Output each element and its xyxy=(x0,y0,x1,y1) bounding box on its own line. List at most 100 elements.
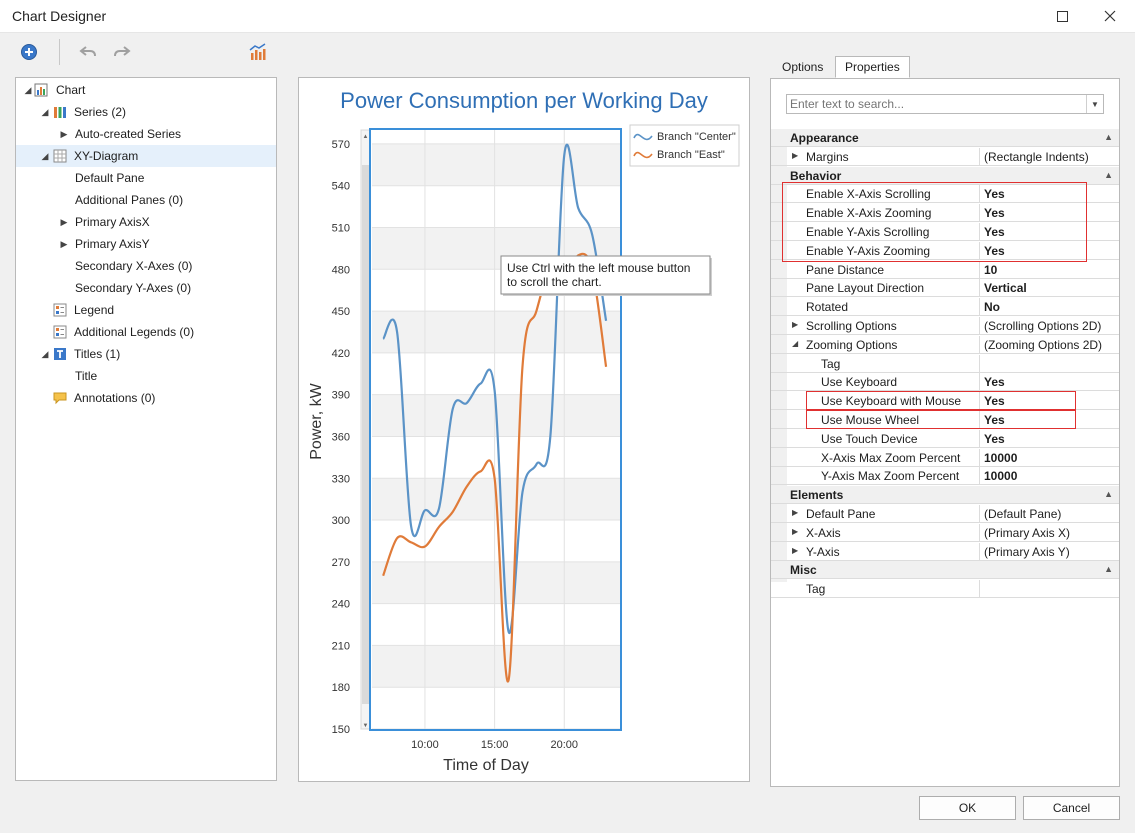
undo-button[interactable] xyxy=(76,41,100,63)
property-value[interactable]: 10000 xyxy=(984,469,1018,484)
chart-preview[interactable]: Power Consumption per Working Day 150 180 2… xyxy=(298,77,750,782)
expand-arrow-icon[interactable]: ▶ xyxy=(60,216,68,227)
property-row[interactable]: Rotated No xyxy=(771,298,1119,317)
chart-canvas[interactable]: Power Consumption per Working Day 150 180 2… xyxy=(299,78,749,781)
expand-arrow-icon[interactable]: ▶ xyxy=(792,320,799,329)
expand-arrow-icon[interactable]: ▶ xyxy=(792,508,799,517)
cancel-button[interactable]: Cancel xyxy=(1023,796,1120,820)
property-row[interactable]: ▶ Margins (Rectangle Indents) xyxy=(771,147,1119,166)
collapse-arrow-icon[interactable]: ◢ xyxy=(792,338,799,348)
tree-item[interactable]: Legend xyxy=(16,299,276,321)
tree-item[interactable]: ◢ XY-Diagram xyxy=(16,145,276,167)
property-name: Tag xyxy=(806,582,826,597)
tree-item[interactable]: Secondary X-Axes (0) xyxy=(16,255,276,277)
property-row[interactable]: ◢ Zooming Options (Zooming Options 2D) xyxy=(771,335,1119,354)
property-category[interactable]: Behavior ▲ xyxy=(771,166,1119,185)
collapse-arrow-icon[interactable]: ◢ xyxy=(41,150,49,161)
property-value[interactable]: (Rectangle Indents) xyxy=(984,149,1089,164)
tab-options[interactable]: Options xyxy=(782,60,824,74)
maximize-button[interactable] xyxy=(1039,0,1085,32)
property-value[interactable]: 10000 xyxy=(984,450,1018,465)
property-row[interactable]: Use Touch Device Yes xyxy=(771,429,1119,448)
tree-item[interactable]: ◢ Chart xyxy=(16,79,276,101)
property-row[interactable]: Enable Y-Axis Zooming Yes xyxy=(771,241,1119,260)
property-row[interactable]: ▶ Default Pane (Default Pane) xyxy=(771,505,1119,523)
property-category[interactable]: Elements ▲ xyxy=(771,486,1119,505)
property-row[interactable]: Enable X-Axis Zooming Yes xyxy=(771,204,1119,223)
property-category[interactable]: Appearance ▲ xyxy=(771,129,1119,147)
expand-arrow-icon[interactable]: ▶ xyxy=(792,526,799,536)
chart-wizard-icon xyxy=(249,43,266,60)
maximize-icon xyxy=(1056,10,1068,22)
property-value[interactable]: Yes xyxy=(984,431,1005,446)
property-value[interactable]: Yes xyxy=(984,413,1005,427)
tree-item[interactable]: Title xyxy=(16,365,276,387)
search-box[interactable]: ▼ xyxy=(786,94,1104,114)
ok-button[interactable]: OK xyxy=(919,796,1016,820)
add-button[interactable] xyxy=(17,41,41,63)
property-value[interactable]: Vertical xyxy=(984,281,1027,296)
expand-arrow-icon[interactable]: ▶ xyxy=(792,545,799,555)
close-button[interactable] xyxy=(1087,0,1133,32)
property-value[interactable]: (Primary Axis Y) xyxy=(984,544,1070,559)
property-row[interactable]: Tag xyxy=(771,354,1119,373)
property-value[interactable]: (Primary Axis X) xyxy=(984,525,1071,540)
property-row[interactable]: Pane Distance 10 xyxy=(771,260,1119,279)
tree-item[interactable]: ▶ Primary AxisY xyxy=(16,233,276,255)
y-scrollbar-thumb[interactable] xyxy=(362,165,369,704)
property-value[interactable]: Yes xyxy=(984,394,1005,409)
tree-item[interactable]: ◢ Series (2) xyxy=(16,101,276,123)
search-dropdown-button[interactable]: ▼ xyxy=(1086,95,1103,113)
collapse-arrow-icon[interactable]: ◢ xyxy=(41,348,49,359)
property-value[interactable]: Yes xyxy=(984,206,1005,221)
tree-item[interactable]: Default Pane xyxy=(16,167,276,189)
property-row[interactable]: Enable X-Axis Scrolling Yes xyxy=(771,185,1119,204)
tree-item[interactable]: ▶ Auto-created Series xyxy=(16,123,276,145)
property-category[interactable]: Misc ▲ xyxy=(771,561,1119,580)
redo-button[interactable] xyxy=(110,41,134,63)
property-row[interactable]: ▶ Y-Axis (Primary Axis Y) xyxy=(771,542,1119,561)
property-value[interactable]: Yes xyxy=(984,375,1005,390)
property-value[interactable]: (Default Pane) xyxy=(984,507,1062,521)
column-divider xyxy=(979,580,980,599)
tree-item[interactable]: Additional Legends (0) xyxy=(16,321,276,343)
tab-properties[interactable]: Properties xyxy=(835,56,910,78)
property-row[interactable]: ▶ X-Axis (Primary Axis X) xyxy=(771,523,1119,542)
collapse-icon[interactable]: ▲ xyxy=(1104,132,1113,142)
property-row[interactable]: X-Axis Max Zoom Percent 10000 xyxy=(771,448,1119,467)
property-row[interactable]: Tag xyxy=(771,580,1119,599)
tree-item[interactable]: ◢ Titles (1) xyxy=(16,343,276,365)
legend[interactable] xyxy=(629,124,740,167)
expand-arrow-icon[interactable]: ▶ xyxy=(60,238,68,249)
chart-wizard-button[interactable] xyxy=(246,41,270,63)
property-row[interactable]: Y-Axis Max Zoom Percent 10000 xyxy=(771,467,1119,486)
property-value[interactable]: Yes xyxy=(984,243,1005,258)
search-input[interactable] xyxy=(787,95,1089,113)
property-value[interactable]: No xyxy=(984,300,1000,315)
collapse-icon[interactable]: ▲ xyxy=(1104,489,1113,500)
property-value[interactable]: Yes xyxy=(984,225,1005,239)
tree-item[interactable]: Secondary Y-Axes (0) xyxy=(16,277,276,299)
tree-item[interactable]: Additional Panes (0) xyxy=(16,189,276,211)
series-line-center[interactable] xyxy=(382,143,608,635)
tree-item[interactable]: ▶ Primary AxisX xyxy=(16,211,276,233)
property-value[interactable]: 10 xyxy=(984,262,998,277)
tree-item[interactable]: Annotations (0) xyxy=(16,387,276,409)
property-value[interactable]: Yes xyxy=(984,187,1005,202)
collapse-icon[interactable]: ▲ xyxy=(1104,169,1113,180)
expand-arrow-icon[interactable]: ▶ xyxy=(60,128,68,139)
property-grid[interactable]: Appearance ▲ ▶ Margins (Rectangle Indents) Be… xyxy=(771,129,1119,599)
chart-elements-tree[interactable]: ◢ Chart ◢ Series (2) ▶ Auto-created Series ◢ XY… xyxy=(15,77,277,781)
expand-arrow-icon[interactable]: ▶ xyxy=(792,150,799,160)
property-row[interactable]: ▶ Scrolling Options (Scrolling Options 2D) xyxy=(771,317,1119,335)
property-row[interactable]: Use Keyboard Yes xyxy=(771,373,1119,392)
property-row[interactable]: Pane Layout Direction Vertical xyxy=(771,279,1119,298)
property-value[interactable]: (Zooming Options 2D) xyxy=(984,337,1103,352)
property-row[interactable]: Enable Y-Axis Scrolling Yes xyxy=(771,223,1119,241)
collapse-arrow-icon[interactable]: ◢ xyxy=(24,84,32,95)
collapse-icon[interactable]: ▲ xyxy=(1104,564,1113,575)
x-tick-label: 20:00 xyxy=(551,739,579,751)
collapse-arrow-icon[interactable]: ◢ xyxy=(41,106,49,117)
property-value[interactable]: (Scrolling Options 2D) xyxy=(984,319,1102,333)
legend-marker xyxy=(633,151,653,159)
